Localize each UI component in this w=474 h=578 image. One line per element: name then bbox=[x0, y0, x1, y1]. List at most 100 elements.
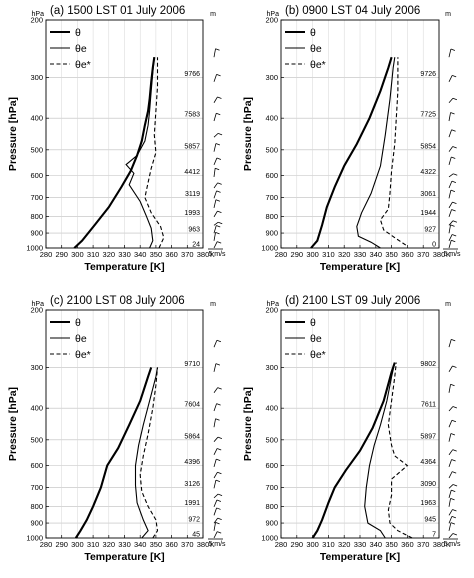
x-unit-label: K bbox=[446, 542, 451, 549]
height-label: 972 bbox=[188, 517, 200, 524]
wind-barb bbox=[213, 436, 219, 442]
y-axis-label: Pressure [hPa] bbox=[7, 387, 19, 461]
wind-barb bbox=[213, 499, 218, 508]
height-label: 7 bbox=[432, 532, 436, 539]
panel-title: (a) 1500 LST 01 July 2006 bbox=[50, 5, 185, 17]
wind-barb bbox=[448, 156, 452, 165]
wind-barb bbox=[213, 143, 217, 152]
panel-3: (c) 2100 LST 08 July 2006 hPa m K5 m/s 200 30… bbox=[7, 295, 226, 563]
y-tick-label: 400 bbox=[30, 114, 43, 123]
wind-barb bbox=[213, 471, 218, 479]
wind-barb-flag bbox=[215, 418, 220, 421]
wind-barb-flag bbox=[217, 531, 222, 534]
height-label: 1991 bbox=[184, 500, 200, 507]
y-tick-label: 900 bbox=[265, 519, 278, 528]
legend-label: θ bbox=[75, 27, 81, 39]
x-tick-label: 330 bbox=[118, 540, 131, 549]
wind-barb bbox=[448, 365, 453, 372]
wind-barb-flag bbox=[452, 220, 458, 223]
series-line-2 bbox=[356, 57, 396, 249]
wind-barb bbox=[448, 209, 452, 217]
wind-barb-flag bbox=[216, 190, 221, 193]
wind-barb-flag bbox=[216, 157, 222, 160]
wind-barb-flag bbox=[450, 522, 456, 525]
wind-barb bbox=[213, 133, 219, 138]
wind-barb-flag bbox=[450, 383, 455, 387]
panel-title: (c) 2100 LST 08 July 2006 bbox=[50, 295, 185, 307]
y-tick-label: 1000 bbox=[26, 534, 43, 543]
wind-barb-flag bbox=[451, 419, 457, 423]
wind-barb-flag bbox=[451, 209, 456, 212]
wind-barb bbox=[448, 484, 454, 489]
wind-barb bbox=[448, 112, 451, 122]
x-tick-label: 380 bbox=[197, 250, 210, 259]
wind-barb-flag bbox=[217, 471, 222, 475]
x-tick-label: 290 bbox=[291, 540, 304, 549]
height-label: 5854 bbox=[420, 143, 436, 150]
y-tick-label: 600 bbox=[30, 171, 43, 180]
wind-barb bbox=[448, 498, 451, 507]
wind-barb bbox=[213, 221, 219, 226]
height-label: 24 bbox=[192, 242, 200, 249]
y-unit-label: hPa bbox=[267, 301, 280, 308]
panel-title: (d) 2100 LST 09 July 2006 bbox=[285, 295, 420, 307]
panel-2: (b) 0900 LST 04 July 2006 hPa m K5 m/s 200 30… bbox=[242, 5, 461, 273]
wind-barb bbox=[213, 363, 217, 372]
wind-scale-label: 5 m/s bbox=[443, 251, 461, 258]
wind-barb-flag bbox=[450, 48, 456, 51]
wind-barb-flag bbox=[452, 533, 458, 536]
wind-barb-flag bbox=[217, 182, 222, 185]
height-label: 1963 bbox=[420, 500, 436, 507]
y-tick-label: 1000 bbox=[261, 534, 278, 543]
wind-barb bbox=[213, 74, 217, 82]
height-label: 9710 bbox=[184, 361, 200, 368]
wind-barb-flag bbox=[452, 234, 457, 237]
series-line-3 bbox=[387, 362, 413, 539]
legend-label: θ bbox=[75, 317, 81, 329]
panel-title: (b) 0900 LST 04 July 2006 bbox=[285, 5, 420, 17]
y-tick-label: 700 bbox=[30, 193, 43, 202]
height-label: 9802 bbox=[420, 361, 436, 368]
wind-barb-flag bbox=[451, 156, 456, 159]
y-tick-label: 700 bbox=[265, 483, 278, 492]
height-label: 7725 bbox=[420, 112, 436, 119]
wind-barb-flag bbox=[452, 97, 458, 101]
height-label: 9766 bbox=[184, 71, 200, 78]
wind-barb bbox=[448, 509, 453, 516]
wind-barb-flag bbox=[217, 493, 223, 496]
x-tick-label: 330 bbox=[118, 250, 131, 259]
height-label: 3126 bbox=[184, 481, 200, 488]
x-tick-label: 300 bbox=[306, 250, 319, 259]
series-line-1 bbox=[311, 362, 396, 539]
y-tick-label: 700 bbox=[265, 193, 278, 202]
x-tick-label: 380 bbox=[433, 250, 446, 259]
series-line-3 bbox=[139, 367, 159, 539]
series-line-2 bbox=[134, 367, 159, 539]
height-label: 7583 bbox=[184, 112, 200, 119]
x-tick-label: 310 bbox=[322, 250, 335, 259]
wind-barb bbox=[213, 199, 217, 208]
y-tick-label: 300 bbox=[265, 363, 278, 372]
y-tick-label: 600 bbox=[265, 461, 278, 470]
wind-barb-flag bbox=[215, 167, 220, 171]
x-unit-label: K bbox=[210, 542, 215, 549]
wind-barb-flag bbox=[216, 112, 221, 116]
y-unit-label: hPa bbox=[32, 11, 45, 18]
wind-barb-flag bbox=[452, 484, 458, 487]
wind-barb bbox=[448, 201, 453, 209]
wind-barb-flag bbox=[217, 132, 223, 136]
height-label: 3090 bbox=[420, 481, 436, 488]
wind-barb bbox=[448, 420, 453, 428]
wind-barb bbox=[213, 522, 216, 531]
height-label: 945 bbox=[424, 517, 436, 524]
x-tick-label: 310 bbox=[322, 540, 335, 549]
x-tick-label: 360 bbox=[401, 540, 414, 549]
wind-barb bbox=[213, 340, 218, 348]
wind-barb-flag bbox=[452, 509, 457, 512]
x-tick-label: 340 bbox=[134, 540, 147, 549]
y-tick-label: 500 bbox=[30, 145, 43, 154]
legend-label: θ bbox=[310, 317, 316, 329]
x-axis-label: Temperature [K] bbox=[320, 551, 400, 563]
x-tick-label: 380 bbox=[433, 540, 446, 549]
wind-barb bbox=[213, 517, 219, 524]
